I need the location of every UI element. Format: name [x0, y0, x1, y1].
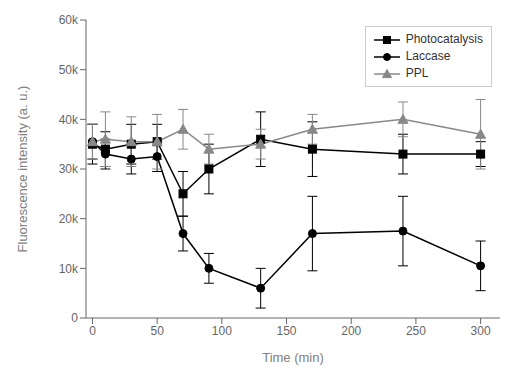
- svg-text:30k: 30k: [59, 162, 79, 176]
- svg-text:60k: 60k: [59, 13, 79, 27]
- svg-text:250: 250: [406, 324, 426, 338]
- svg-text:Fluorescence intensity (a. u.): Fluorescence intensity (a. u.): [15, 86, 30, 253]
- svg-text:50k: 50k: [59, 63, 79, 77]
- html-text:Photocatalysis: Photocatalysis: [405, 32, 483, 46]
- svg-text:0: 0: [89, 324, 96, 338]
- html-text:PPL: PPL: [405, 66, 429, 80]
- svg-text:10k: 10k: [59, 262, 79, 276]
- svg-text:0: 0: [71, 311, 78, 325]
- svg-text:100: 100: [212, 324, 232, 338]
- svg-text:50: 50: [150, 324, 164, 338]
- svg-text:40k: 40k: [59, 113, 79, 127]
- svg-text:20k: 20k: [59, 212, 79, 226]
- html-text:Laccase: Laccase: [405, 49, 451, 63]
- svg-text:200: 200: [341, 324, 361, 338]
- svg-text:Time (min): Time (min): [262, 350, 324, 365]
- svg-text:150: 150: [277, 324, 297, 338]
- svg-text:300: 300: [471, 324, 491, 338]
